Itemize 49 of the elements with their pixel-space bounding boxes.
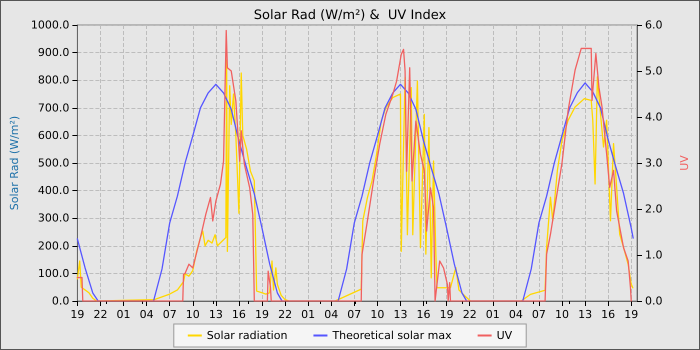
x-tick-label: 04 bbox=[324, 308, 338, 321]
y2-tick-label: 3.0 bbox=[645, 156, 662, 170]
y-tick-label: 200.0 bbox=[38, 239, 70, 252]
x-tick-label: 04 bbox=[140, 308, 154, 321]
x-tick-label: 19 bbox=[255, 308, 270, 321]
y-axis-title: Solar Rad (W/m²) bbox=[8, 116, 21, 210]
y-tick-label: 600.0 bbox=[38, 128, 70, 142]
x-tick-label: 01 bbox=[301, 308, 316, 321]
y-tick-label: 300.0 bbox=[38, 212, 70, 225]
x-tick-label: 16 bbox=[416, 308, 431, 321]
y2-tick-label: 0.0 bbox=[645, 294, 662, 308]
x-tick-label: 22 bbox=[93, 308, 108, 321]
chart-title: Solar Rad (W/m²) & UV Index bbox=[254, 8, 447, 23]
x-tick-label: 16 bbox=[601, 308, 616, 321]
y-tick-label: 0.0 bbox=[52, 294, 70, 308]
y2-tick-label: 6.0 bbox=[645, 18, 662, 32]
x-tick-label: 19 bbox=[624, 308, 638, 321]
x-tick-label: 01 bbox=[486, 308, 500, 321]
legend-label: UV bbox=[496, 329, 513, 342]
x-tick-label: 07 bbox=[162, 308, 177, 321]
x-tick-label: 19 bbox=[440, 308, 454, 321]
y2-tick-label: 5.0 bbox=[645, 64, 662, 78]
x-tick-label: 10 bbox=[555, 308, 569, 321]
x-tick-label: 13 bbox=[393, 308, 408, 321]
y-tick-label: 900.0 bbox=[38, 46, 70, 60]
y-tick-label: 400.0 bbox=[38, 184, 70, 198]
x-tick-label: 07 bbox=[347, 308, 362, 321]
x-tick-label: 10 bbox=[370, 308, 384, 321]
x-tick-label: 07 bbox=[532, 308, 546, 321]
y2-tick-label: 4.0 bbox=[645, 110, 662, 124]
y-tick-label: 100.0 bbox=[38, 266, 70, 280]
x-tick-label: 13 bbox=[208, 308, 223, 321]
x-tick-label: 22 bbox=[278, 308, 292, 321]
x-tick-label: 19 bbox=[70, 308, 84, 321]
legend-label: Theoretical solar max bbox=[331, 329, 452, 342]
x-tick-label: 22 bbox=[462, 308, 477, 321]
y-tick-label: 800.0 bbox=[38, 74, 70, 87]
y2-tick-label: 1.0 bbox=[645, 248, 662, 262]
y-tick-label: 1000.0 bbox=[30, 18, 70, 32]
x-tick-label: 04 bbox=[508, 308, 523, 321]
y2-tick-label: 2.0 bbox=[645, 202, 662, 216]
y-tick-label: 500.0 bbox=[38, 156, 70, 170]
x-tick-label: 10 bbox=[186, 308, 200, 321]
y-tick-label: 700.0 bbox=[38, 101, 70, 114]
x-tick-label: 13 bbox=[578, 308, 592, 321]
legend-label: Solar radiation bbox=[206, 329, 288, 342]
y2-axis-title: UV bbox=[678, 154, 691, 171]
x-tick-label: 01 bbox=[116, 308, 131, 321]
x-tick-label: 16 bbox=[232, 308, 246, 321]
